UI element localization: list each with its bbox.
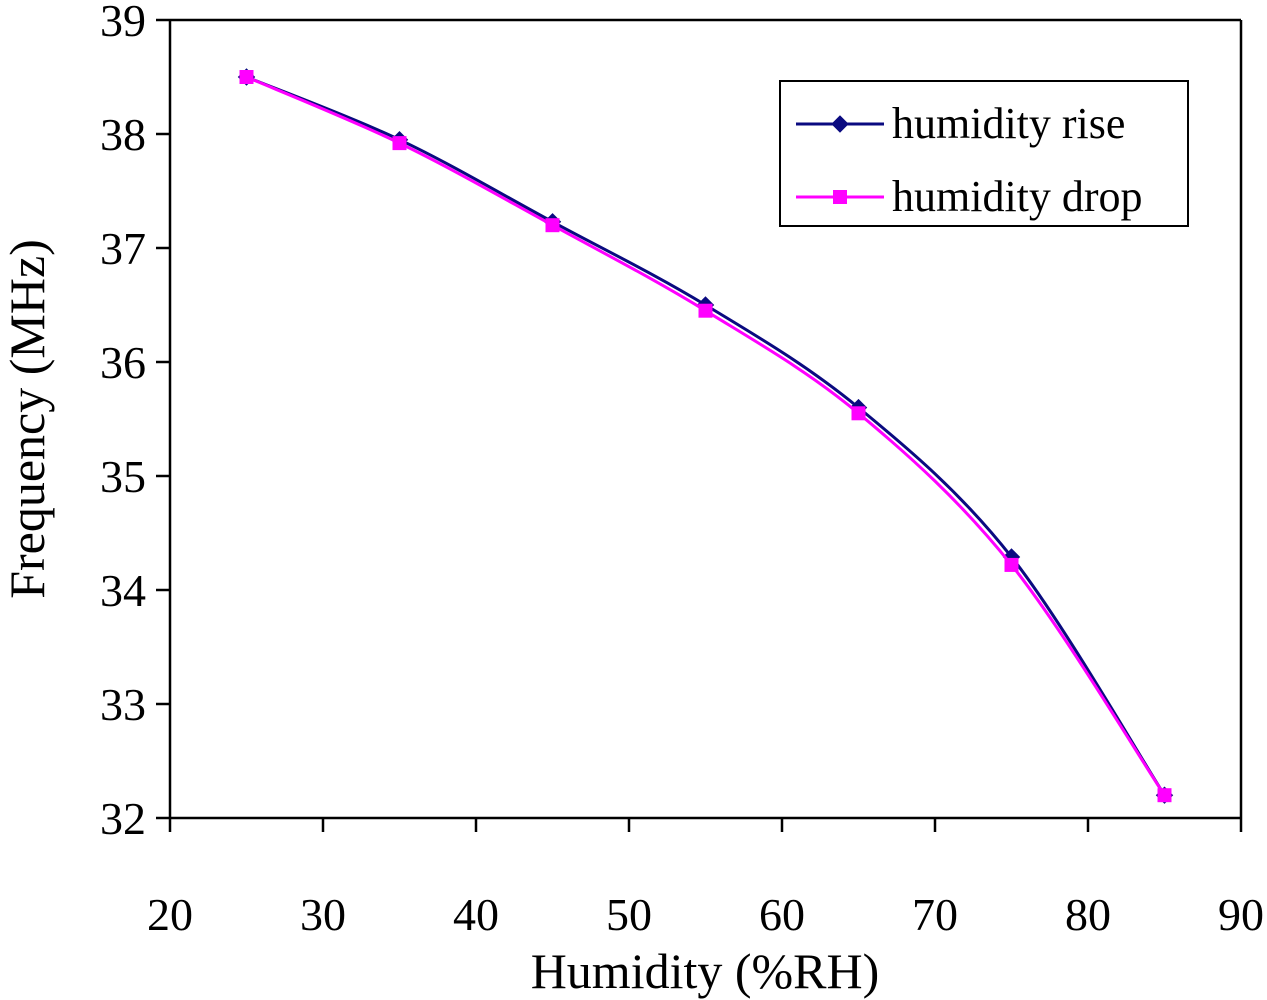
- x-tick-label: 70: [912, 889, 958, 940]
- x-tick-label: 50: [606, 889, 652, 940]
- y-tick-label: 36: [100, 337, 146, 388]
- x-tick-label: 30: [300, 889, 346, 940]
- y-axis-title: Frequency (MHz): [0, 239, 55, 599]
- legend-swatch-marker: [831, 115, 849, 133]
- series-humidity-drop: [239, 70, 1172, 803]
- data-point: [698, 303, 713, 318]
- legend-label: humidity rise: [892, 99, 1125, 148]
- y-ticks: 32 33 34 35 36 37 38 39: [100, 0, 170, 844]
- data-point: [1157, 788, 1172, 803]
- x-tick-label: 40: [453, 889, 499, 940]
- data-point: [851, 406, 866, 421]
- legend-label: humidity drop: [892, 172, 1143, 221]
- x-axis-title: Humidity (%RH): [531, 943, 880, 999]
- x-ticks: 20 30 40 50 60 70 80 90: [147, 818, 1264, 940]
- y-tick-label: 35: [100, 451, 146, 502]
- plot-area: [168, 18, 1243, 820]
- legend-entry: humidity rise: [796, 99, 1125, 148]
- y-tick-label: 33: [100, 679, 146, 730]
- y-tick-label: 32: [100, 793, 146, 844]
- legend-items: humidity rise humidity drop: [796, 99, 1143, 221]
- legend-swatch-marker: [833, 190, 847, 204]
- x-tick-label: 60: [759, 889, 805, 940]
- y-tick-label: 34: [100, 565, 146, 616]
- x-tick-label: 80: [1065, 889, 1111, 940]
- y-tick-label: 39: [100, 0, 146, 46]
- x-tick-label: 90: [1218, 889, 1264, 940]
- series-layer: [237, 68, 1174, 804]
- legend: humidity rise humidity drop: [779, 80, 1189, 227]
- data-point: [1004, 557, 1019, 572]
- legend-entry: humidity drop: [796, 172, 1143, 221]
- data-point: [239, 70, 254, 84]
- data-point: [545, 218, 560, 233]
- data-point: [392, 136, 407, 151]
- y-tick-label: 37: [100, 223, 146, 274]
- x-tick-label: 20: [147, 889, 193, 940]
- legend-box: [779, 80, 1189, 227]
- y-tick-label: 38: [100, 109, 146, 160]
